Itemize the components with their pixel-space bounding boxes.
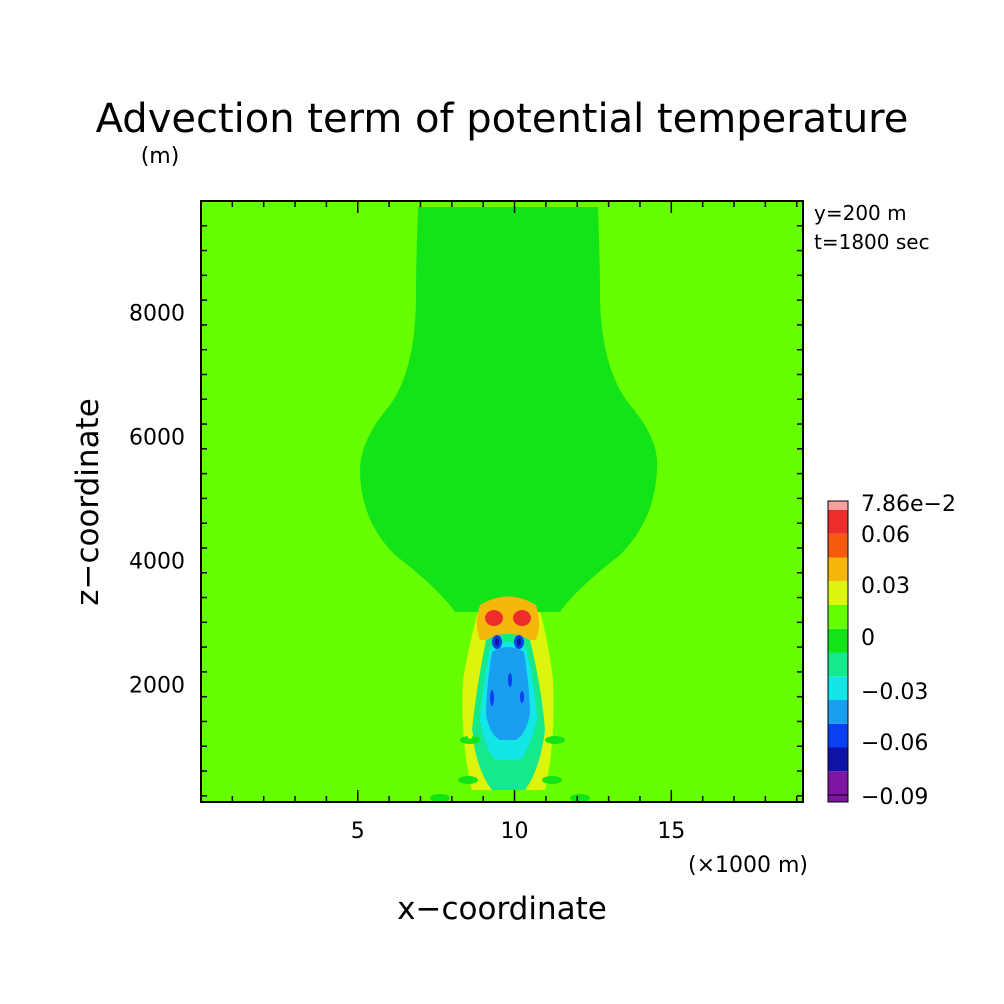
colorbar-label: −0.03	[861, 680, 928, 705]
contour-surface-cell	[545, 736, 565, 744]
colorbar-band	[828, 700, 848, 724]
contour-min-streak-2	[508, 673, 512, 687]
y-tick-label: 8000	[129, 302, 185, 327]
colorbar-band	[827, 794, 849, 803]
contour-surface-cell	[458, 776, 478, 784]
y-tick-label: 2000	[129, 673, 185, 698]
chart-title: Advection term of potential temperature	[96, 96, 909, 142]
contour-max-left	[485, 610, 503, 626]
contour-light-blue-core	[486, 647, 530, 740]
colorbar-label: 0	[861, 626, 875, 651]
x-axis-label: x−coordinate	[397, 891, 607, 927]
colorbar-label: 0.03	[861, 574, 910, 599]
contour-min-streak-3	[520, 691, 524, 703]
contour-surface-cell	[570, 794, 590, 802]
plot-area	[200, 200, 804, 803]
contour-surface-positive	[467, 729, 473, 739]
colorbar-label: −0.09	[861, 785, 928, 810]
colorbar-band	[828, 652, 848, 677]
y-tick-label: 4000	[129, 549, 185, 574]
colorbar-label: −0.06	[861, 731, 928, 756]
x-axis-unit: (×1000 m)	[688, 853, 808, 878]
colorbar-band	[828, 557, 848, 582]
y-tick-label: 6000	[129, 425, 185, 450]
contour-surface-cell	[460, 736, 480, 744]
contour-max-right	[513, 610, 531, 626]
y-axis-label: z−coordinate	[70, 398, 106, 606]
colorbar-band	[828, 581, 848, 605]
plot-frame	[200, 200, 804, 803]
colorbar-band	[828, 501, 848, 510]
colorbar: 7.86e−2 0.06 0.03 0 −0.03 −0.06 −0.09	[827, 492, 956, 810]
axis-ticks: 5 10 15 2000 4000 6000 8000	[129, 200, 803, 844]
colorbar-band	[828, 723, 848, 748]
annotation-time: t=1800 sec	[814, 230, 930, 254]
x-tick-label: 10	[501, 819, 529, 844]
colorbar-label: 0.06	[861, 523, 910, 548]
colorbar-band	[828, 771, 848, 795]
colorbar-label: 7.86e−2	[861, 492, 956, 517]
contour-field	[201, 201, 803, 802]
colorbar-band	[828, 510, 848, 534]
x-tick-label: 15	[657, 819, 685, 844]
contour-orange-cap	[477, 596, 539, 640]
contour-min-left-inner	[495, 638, 499, 646]
annotation-y-position: y=200 m	[814, 201, 907, 225]
contour-min-streak-1	[490, 690, 494, 706]
contour-plume-upper	[360, 207, 658, 612]
colorbar-band	[828, 747, 848, 772]
contour-min-right-inner	[517, 638, 521, 646]
contour-surface-cell	[542, 776, 562, 784]
y-axis-unit: (m)	[141, 144, 180, 169]
colorbar-band	[828, 628, 848, 653]
contour-surface-cell	[430, 794, 450, 802]
colorbar-band	[828, 605, 848, 629]
x-tick-label: 5	[351, 819, 365, 844]
colorbar-band	[828, 676, 848, 700]
colorbar-band	[828, 533, 848, 558]
